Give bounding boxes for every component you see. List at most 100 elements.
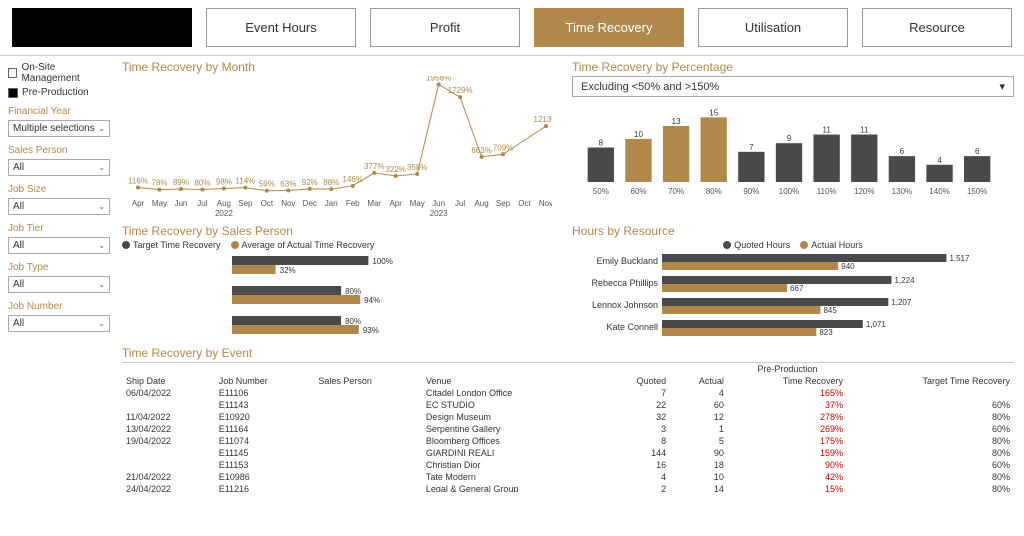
svg-text:1958%: 1958% [426,76,451,82]
filter-job-size[interactable]: All ⌄ [8,198,110,215]
svg-text:Oct: Oct [261,199,274,208]
svg-text:100%: 100% [779,187,799,196]
svg-text:358%: 358% [407,163,427,172]
filter-value: All [13,279,24,290]
checkbox-icon [8,68,17,78]
filter-label: Sales Person [8,145,110,156]
filter-sales-person[interactable]: All⌄ [8,159,110,176]
svg-text:116%: 116% [128,177,148,186]
svg-text:667: 667 [790,284,804,293]
svg-text:80%: 80% [345,317,361,326]
svg-text:Apr: Apr [132,199,145,208]
svg-text:1729%: 1729% [448,86,473,95]
svg-text:80%: 80% [194,179,210,188]
filter-job-type[interactable]: All⌄ [8,276,110,293]
tab-profit[interactable]: Profit [370,8,520,47]
sales-chart-title: Time Recovery by Sales Person [122,224,552,238]
svg-text:90%: 90% [743,187,759,196]
svg-text:Oct: Oct [518,199,531,208]
svg-text:140%: 140% [929,187,949,196]
filter-value: All [13,240,24,251]
filter-job-tier[interactable]: All ⌄ [8,237,110,254]
sales-chart: 100%32%80%94%80%93% [122,250,552,340]
chevron-down-icon: ⌄ [98,241,105,250]
table-row[interactable]: 13/04/2022E11164Serpentine Gallery31269%… [122,423,1014,435]
svg-text:11: 11 [860,126,869,135]
svg-text:Emily Buckland: Emily Buckland [596,256,658,266]
legend-item: Pre-Production [8,87,110,98]
tab-time-recovery[interactable]: Time Recovery [534,8,684,47]
svg-text:Sep: Sep [238,199,253,208]
svg-text:130%: 130% [892,187,912,196]
svg-text:Rebecca Phillips: Rebecca Phillips [591,278,658,288]
tab-event-hours[interactable]: Event Hours [206,8,356,47]
svg-text:322%: 322% [385,165,405,174]
svg-text:Aug: Aug [474,199,488,208]
svg-text:110%: 110% [817,187,837,196]
svg-text:1,517: 1,517 [949,254,970,263]
svg-text:Jul: Jul [197,199,207,208]
svg-text:63%: 63% [280,179,296,188]
svg-text:94%: 94% [364,296,380,305]
svg-text:78%: 78% [151,179,167,188]
filter-job-number[interactable]: All⌄ [8,315,110,332]
svg-text:Sep: Sep [496,199,511,208]
filter-value: All [13,162,24,173]
table-row[interactable]: 11/04/2022E10920Design Museum3212278%80% [122,411,1014,423]
svg-text:1,071: 1,071 [866,320,887,329]
svg-text:13: 13 [672,117,681,126]
svg-text:2022: 2022 [215,209,233,218]
svg-text:Lennox Johnson: Lennox Johnson [592,300,658,310]
table-row[interactable]: E11153Christian Dior161890%60% [122,459,1014,471]
svg-text:Apr: Apr [389,199,402,208]
table-row[interactable]: 06/04/2022E11106Citadel London Office741… [122,387,1014,399]
svg-text:6: 6 [900,147,905,156]
svg-text:89%: 89% [173,178,189,187]
svg-text:80%: 80% [345,287,361,296]
exclude-dropdown[interactable]: Excluding <50% and >150% ▾ [572,76,1014,97]
svg-text:4: 4 [937,156,942,165]
table-row[interactable]: 21/04/2022E10986Tate Modern41042%80% [122,471,1014,483]
svg-text:1,224: 1,224 [895,276,916,285]
svg-text:Feb: Feb [346,199,360,208]
svg-text:60%: 60% [630,187,646,196]
filter-value: All [13,201,24,212]
filter-label: Job Size [8,184,110,195]
svg-text:Mar: Mar [367,199,381,208]
event-table-title: Time Recovery by Event [122,346,1014,360]
exclude-label: Excluding <50% and >150% [581,81,719,93]
perc-chart: 850%1060%1370%1580%790%9100%11110%11120%… [572,101,1002,196]
chevron-down-icon: ⌄ [98,202,105,211]
svg-text:80%: 80% [706,187,722,196]
svg-text:940: 940 [841,262,855,271]
checkbox-icon [8,88,18,98]
svg-text:120%: 120% [854,187,874,196]
svg-text:70%: 70% [668,187,684,196]
filter-label: Job Number [8,301,110,312]
tab-resource[interactable]: Resource [862,8,1012,47]
svg-text:88%: 88% [323,178,339,187]
svg-text:Jun: Jun [174,199,187,208]
filter-label: Financial Year [8,106,110,117]
month-chart-title: Time Recovery by Month [122,60,552,74]
svg-text:100%: 100% [372,257,392,266]
svg-text:6: 6 [975,147,980,156]
chevron-down-icon: ▾ [999,80,1005,93]
svg-text:1213%: 1213% [534,115,552,124]
svg-text:Jul: Jul [455,199,465,208]
filter-financial-year[interactable]: Multiple selections⌄ [8,120,110,137]
table-row[interactable]: E11145GIARDINI REALI14490159%80% [122,447,1014,459]
filter-label: Job Tier [8,223,110,234]
sidebar: On-Site ManagementPre-ProductionFinancia… [0,56,118,536]
month-chart: 116%78%89%80%98%114%59%63%92%88%146%377%… [122,76,552,218]
table-row[interactable]: 24/04/2022E11216Legal & General Group214… [122,483,1014,492]
svg-text:9: 9 [787,134,792,143]
table-row[interactable]: 19/04/2022E11074Bloomberg Offices85175%8… [122,435,1014,447]
tab-utilisation[interactable]: Utilisation [698,8,848,47]
table-row[interactable]: E11143EC STUDIO226037%60% [122,399,1014,411]
svg-text:May: May [410,199,425,208]
svg-text:823: 823 [819,328,833,337]
svg-text:663%: 663% [471,146,491,155]
svg-text:8: 8 [599,139,604,148]
filter-label: Job Type [8,262,110,273]
